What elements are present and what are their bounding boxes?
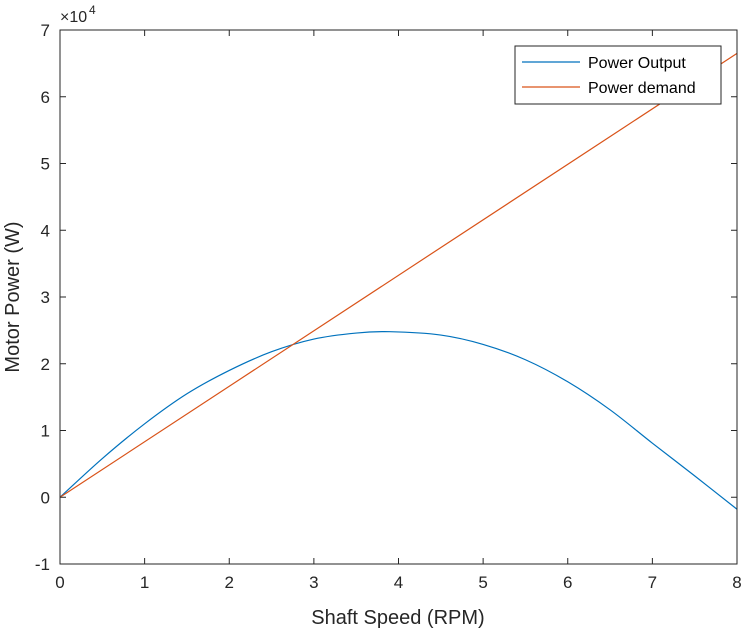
x-tick-label: 3 — [309, 573, 318, 592]
x-tick-label: 1 — [140, 573, 149, 592]
legend-label-power-demand: Power demand — [588, 80, 696, 97]
legend: Power Output Power demand — [514, 45, 722, 105]
ticks-layer: 0 1 2 3 4 5 6 7 8 -1 0 1 2 3 4 5 6 7 — [35, 21, 742, 592]
y-tick-label: 2 — [41, 355, 50, 374]
y-tick-label: 6 — [41, 88, 50, 107]
x-tick-label: 2 — [225, 573, 234, 592]
y-tick-label: 7 — [41, 21, 50, 40]
series-layer — [59, 52, 738, 510]
series-line-power-output — [59, 331, 738, 510]
x-tick-label: 8 — [732, 573, 741, 592]
y-tick-label: 5 — [41, 155, 50, 174]
x-tick-label: 4 — [394, 573, 403, 592]
x-axis-label: Shaft Speed (RPM) — [311, 607, 484, 629]
legend-box — [514, 45, 722, 105]
y-tick-label: 0 — [41, 488, 50, 507]
x-tick-label: 0 — [55, 573, 64, 592]
x-tick-label: 5 — [478, 573, 487, 592]
plot-area — [60, 30, 737, 564]
legend-label-power-output: Power Output — [588, 55, 686, 72]
y-tick-label: 1 — [41, 422, 50, 441]
y-axis-label: Motor Power (W) — [2, 221, 24, 372]
x-tick-label: 6 — [563, 573, 572, 592]
y-scale-exponent: 4 — [89, 3, 96, 17]
series-line-power-demand — [59, 52, 738, 498]
y-tick-label: -1 — [35, 555, 50, 574]
y-tick-label: 4 — [41, 221, 50, 240]
x-tick-label: 7 — [648, 573, 657, 592]
y-scale-multiplier: ×10 — [60, 9, 87, 26]
y-tick-label: 3 — [41, 288, 50, 307]
